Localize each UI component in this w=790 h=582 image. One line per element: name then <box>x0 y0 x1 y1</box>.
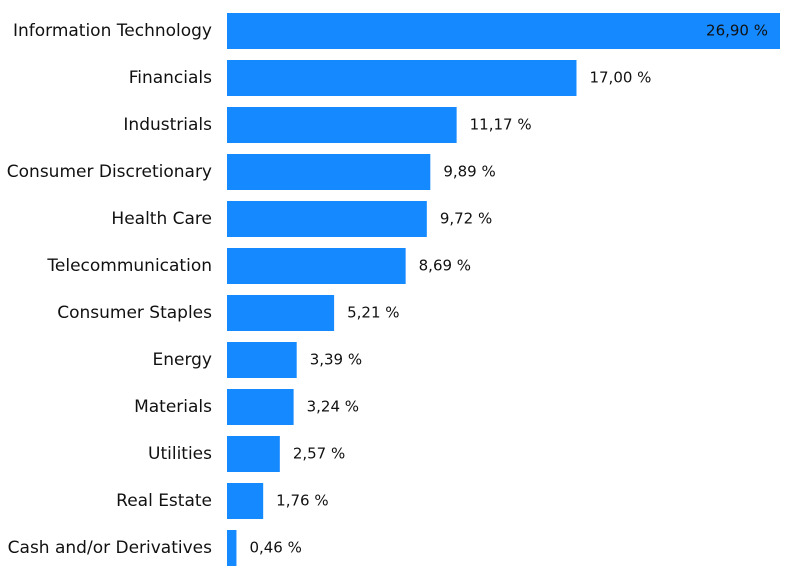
category-label: Materials <box>134 397 212 417</box>
bar <box>227 389 294 425</box>
value-label: 3,24 % <box>307 398 359 416</box>
category-label: Industrials <box>123 115 212 135</box>
category-label: Telecommunication <box>46 256 212 276</box>
value-label: 5,21 % <box>347 304 399 322</box>
value-label: 0,46 % <box>249 539 301 557</box>
bar <box>227 342 297 378</box>
category-label: Cash and/or Derivatives <box>8 538 212 558</box>
category-label: Financials <box>129 68 212 88</box>
value-label: 2,57 % <box>293 445 345 463</box>
category-label: Real Estate <box>116 491 212 511</box>
category-label: Consumer Staples <box>57 303 212 323</box>
value-label: 8,69 % <box>419 257 471 275</box>
value-label: 9,89 % <box>443 163 495 181</box>
bar <box>227 154 431 190</box>
bar <box>227 483 264 519</box>
bar <box>227 60 577 96</box>
value-label: 1,76 % <box>276 492 328 510</box>
value-label: 3,39 % <box>310 351 362 369</box>
bar <box>227 436 280 472</box>
value-label: 9,72 % <box>440 210 492 228</box>
bar <box>227 201 427 237</box>
category-label: Consumer Discretionary <box>7 162 212 182</box>
value-label: 17,00 % <box>589 69 651 87</box>
value-label: 11,17 % <box>470 116 532 134</box>
category-label: Information Technology <box>13 21 212 41</box>
bar <box>227 530 237 566</box>
bar <box>227 295 335 331</box>
category-label: Utilities <box>148 444 212 464</box>
category-label: Energy <box>152 350 212 370</box>
bar <box>227 13 780 49</box>
bar <box>227 248 406 284</box>
category-label: Health Care <box>111 209 212 229</box>
bar <box>227 107 457 143</box>
value-label: 26,90 % <box>706 22 768 40</box>
